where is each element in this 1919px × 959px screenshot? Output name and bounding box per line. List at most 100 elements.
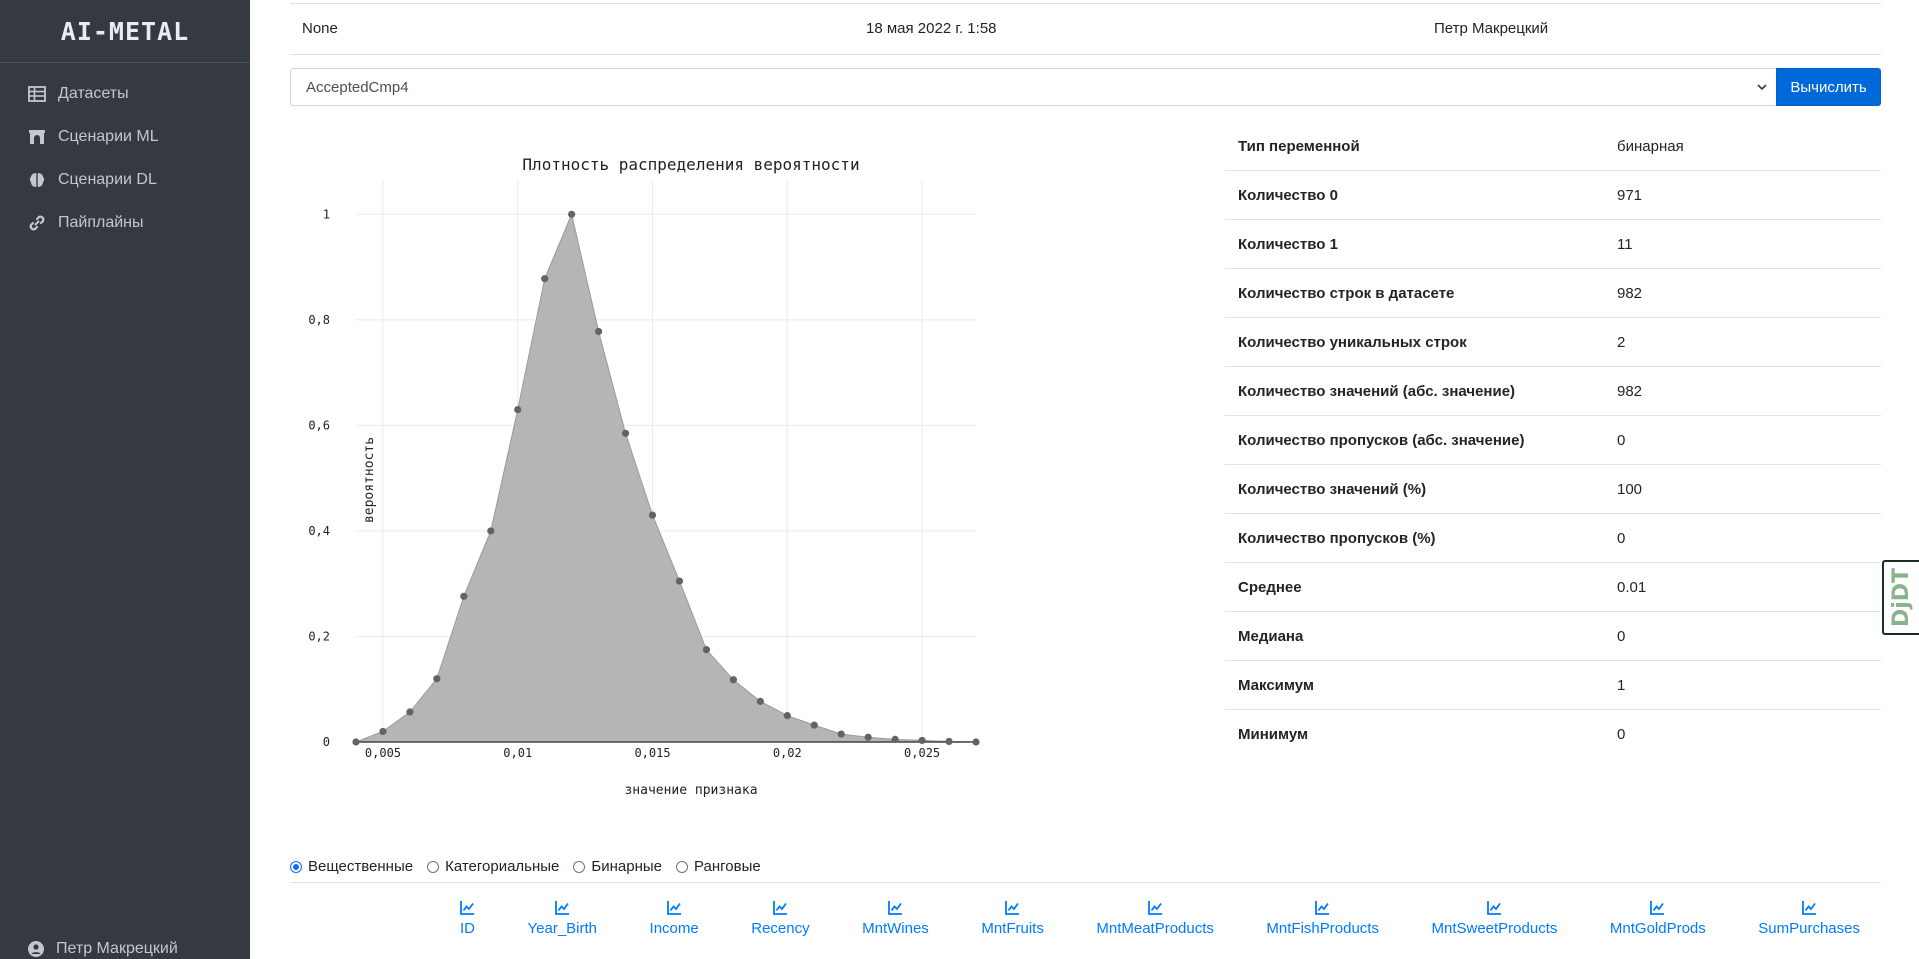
stats-row: Количество значений (%) 100 (1225, 465, 1881, 514)
field-link[interactable]: MntSweetProducts (1431, 900, 1557, 955)
stats-key: Минимум (1238, 725, 1309, 743)
data-point[interactable] (406, 708, 414, 716)
radio-label: Бинарные (591, 858, 663, 875)
brand-logo[interactable]: AI-METAL (0, 0, 250, 63)
radio-option[interactable]: Ранговые (676, 858, 761, 875)
data-point[interactable] (729, 676, 737, 684)
chart-line-icon (1147, 901, 1162, 915)
data-point[interactable] (595, 327, 603, 336)
data-point[interactable] (864, 733, 872, 741)
data-point[interactable] (352, 738, 360, 746)
user-profile-link[interactable]: Петр Макрецкий (28, 940, 178, 958)
x-tick-label: 0,02 (773, 746, 802, 760)
field-link[interactable]: Year_Birth (528, 900, 597, 955)
stats-key: Количество пропусков (абс. значение) (1238, 431, 1525, 449)
field-link[interactable]: Income (650, 900, 699, 955)
chart-title: Плотность распределения вероятности (522, 155, 859, 174)
density-area (355, 212, 977, 743)
stats-key: Количество уникальных строк (1238, 333, 1467, 351)
density-chart: 0,005 0,01 0,015 0,02 0,025 0 0,2 0,4 0,6 0,8 1 П… (290, 130, 1070, 810)
dataset-date: 18 мая 2022 г. 1:58 (866, 20, 997, 37)
data-point[interactable] (487, 527, 495, 535)
chart-line-icon (773, 901, 787, 915)
stats-row: Количество строк в датасете 982 (1225, 269, 1881, 318)
chart-line-icon (1487, 901, 1501, 915)
radio-button[interactable] (573, 860, 586, 873)
data-point[interactable] (621, 429, 630, 437)
stats-key: Тип переменной (1238, 137, 1360, 155)
sidebar-item-datasets[interactable]: Датасеты (0, 72, 250, 115)
chart-line-icon (1005, 901, 1020, 915)
radio-button[interactable] (676, 860, 689, 873)
stats-row: Количество 0 971 (1225, 171, 1881, 220)
dataset-name: None (302, 20, 338, 37)
column-select-value: AcceptedCmp4 (306, 78, 409, 96)
stats-key: Количество значений (абс. значение) (1238, 382, 1516, 400)
data-point[interactable] (433, 675, 441, 683)
radio-button[interactable] (290, 860, 302, 873)
data-point[interactable] (702, 646, 711, 654)
stats-value: 0 (1617, 725, 1626, 743)
django-debug-toolbar-handle[interactable]: DjDT (1882, 560, 1919, 635)
radio-label: Категориальные (445, 858, 560, 875)
column-select[interactable]: AcceptedCmp4 (290, 68, 1777, 106)
sidebar: AI-METAL Датасеты Сценарии ML Сценарии D (0, 0, 250, 959)
radio-option[interactable]: Вещественные (290, 858, 413, 875)
data-point[interactable] (837, 730, 845, 738)
data-point[interactable] (972, 738, 980, 746)
density-chart-svg: 0,005 0,01 0,015 0,02 0,025 0 0,2 0,4 0,6 0,8 1 П… (308, 155, 980, 798)
stats-row: Количество пропусков (%) 0 (1225, 514, 1881, 563)
data-point[interactable] (783, 712, 791, 720)
x-axis-label: значение признака (624, 783, 757, 798)
field-link-label: MntFishProducts (1266, 920, 1379, 937)
stats-row: Тип переменной бинарная (1225, 122, 1881, 171)
chart-markers (352, 210, 980, 746)
stats-key: Среднее (1238, 578, 1302, 596)
data-point[interactable] (756, 697, 764, 705)
chart-line-icon (554, 901, 569, 915)
sidebar-item-label: Датасеты (58, 84, 129, 102)
data-point[interactable] (460, 592, 468, 600)
field-link[interactable]: MntGoldProds (1610, 900, 1706, 955)
field-links: ID Year_Birth Income Recency MntWines MntFrui… (460, 900, 1860, 955)
stats-value: 982 (1617, 284, 1643, 302)
stats-value: 0.01 (1617, 578, 1647, 596)
radio-option[interactable]: Бинарные (573, 858, 662, 875)
dataset-info-row: None 18 мая 2022 г. 1:58 Петр Макрецкий (290, 3, 1881, 55)
data-point[interactable] (379, 727, 387, 736)
stats-value: 11 (1617, 235, 1633, 253)
radio-option[interactable]: Категориальные (427, 858, 559, 875)
calculate-button[interactable]: Вычислить (1776, 68, 1881, 106)
y-tick-label: 0,4 (308, 524, 330, 538)
data-point[interactable] (891, 735, 899, 743)
field-link[interactable]: SumPurchases (1758, 900, 1860, 955)
data-point[interactable] (810, 721, 818, 729)
data-point[interactable] (648, 511, 657, 519)
stats-row: Среднее 0.01 (1225, 563, 1881, 612)
field-link[interactable]: ID (460, 900, 475, 955)
link-icon (29, 215, 45, 230)
data-point[interactable] (918, 736, 926, 745)
data-point[interactable] (568, 210, 576, 218)
field-link[interactable]: MntMeatProducts (1096, 900, 1214, 955)
data-point[interactable] (514, 405, 522, 414)
stats-value: 2 (1617, 333, 1626, 351)
field-link-label: MntGoldProds (1609, 920, 1706, 937)
chart-line-icon (1315, 901, 1330, 915)
sidebar-item-pipelines[interactable]: Пайплайны (0, 201, 250, 244)
user-circle-icon (28, 941, 44, 957)
field-link[interactable]: MntWines (862, 900, 929, 955)
sidebar-nav: Датасеты Сценарии ML Сценарии DL Пайплай… (0, 63, 250, 244)
field-link[interactable]: MntFruits (981, 900, 1044, 955)
data-point[interactable] (945, 737, 953, 746)
radio-button[interactable] (427, 860, 440, 873)
field-link-label: ID (460, 920, 475, 937)
field-link[interactable]: Recency (751, 900, 810, 955)
field-link[interactable]: MntFishProducts (1266, 900, 1379, 955)
stats-value: 982 (1617, 382, 1643, 400)
sidebar-item-dl-scenarios[interactable]: Сценарии DL (0, 158, 250, 201)
x-tick-label: 0,015 (634, 746, 670, 760)
data-point[interactable] (675, 577, 684, 585)
sidebar-item-ml-scenarios[interactable]: Сценарии ML (0, 115, 250, 158)
data-point[interactable] (541, 275, 549, 283)
